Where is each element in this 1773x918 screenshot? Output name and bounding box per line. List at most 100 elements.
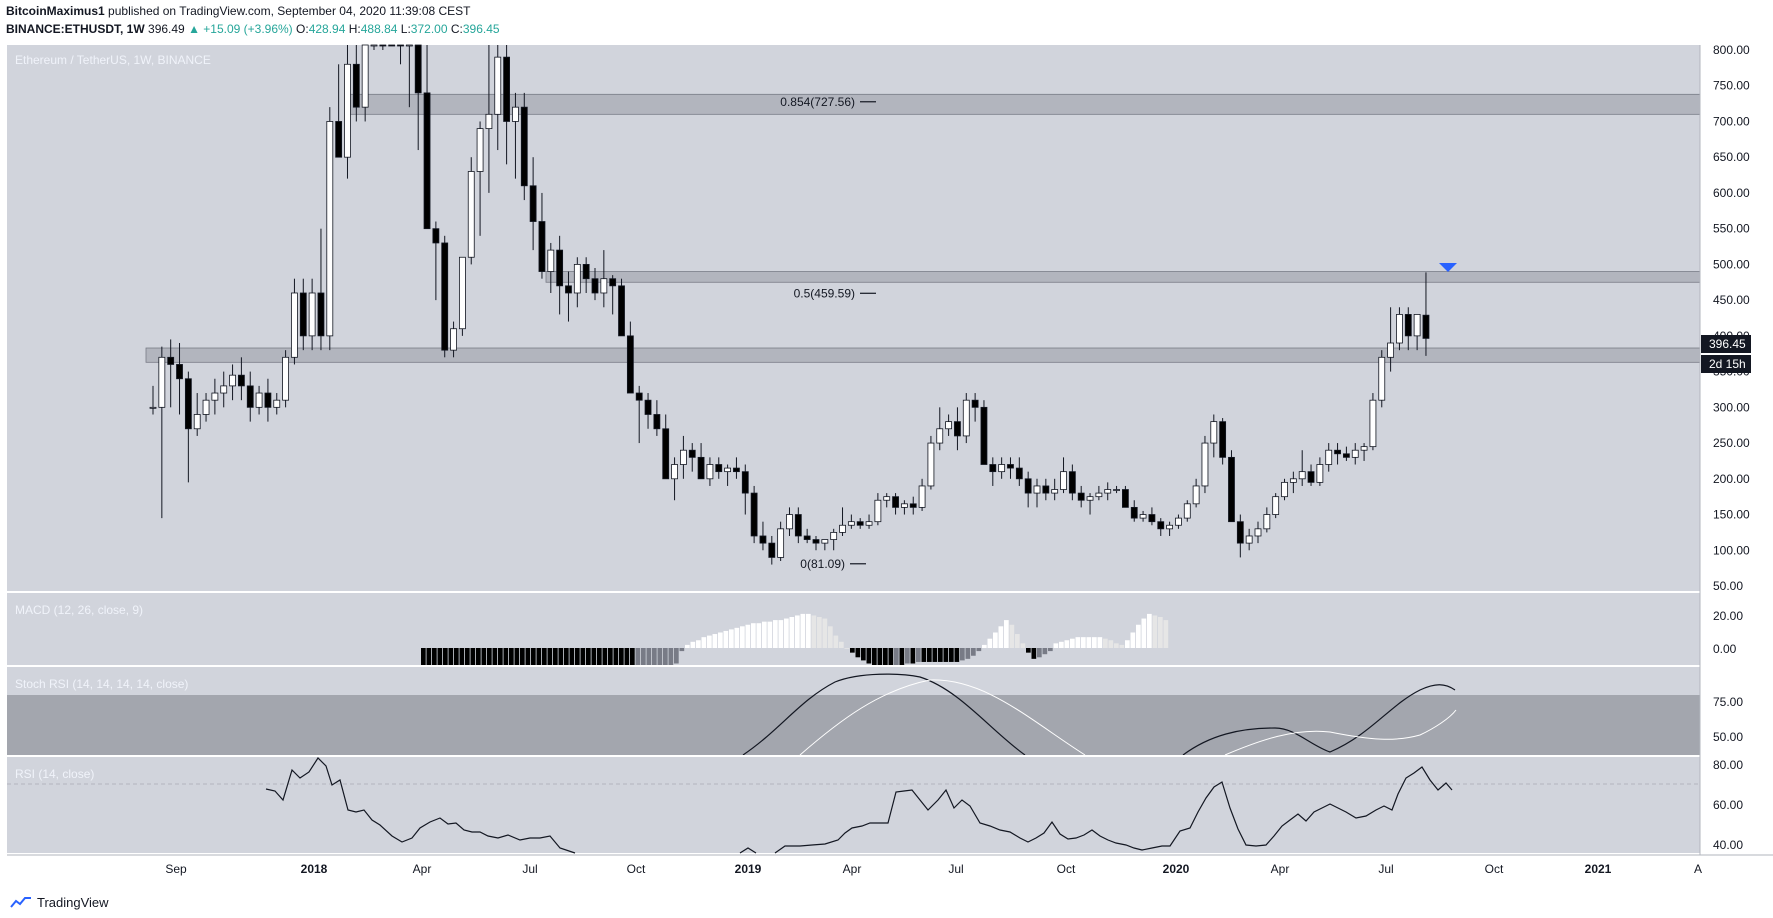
candle-body bbox=[1325, 449, 1333, 465]
candle-body bbox=[458, 256, 466, 330]
author-name[interactable]: BitcoinMaximus1 bbox=[6, 4, 105, 18]
macd-bar bbox=[729, 629, 734, 648]
price-tick: 150.00 bbox=[1713, 508, 1750, 522]
candle-body bbox=[1281, 481, 1288, 498]
macd-bar bbox=[1031, 648, 1037, 659]
candle-body bbox=[1201, 442, 1209, 487]
candle-body bbox=[715, 464, 723, 473]
candle-body bbox=[680, 449, 687, 465]
rsi-tick: 60.00 bbox=[1713, 798, 1743, 812]
macd-bar bbox=[712, 634, 718, 648]
candle-body bbox=[220, 385, 228, 394]
candle-body bbox=[237, 374, 245, 387]
resistance-zone bbox=[145, 347, 1701, 363]
candle-body bbox=[847, 521, 855, 526]
candle-body bbox=[1387, 342, 1394, 358]
candle-body bbox=[503, 56, 511, 122]
candle-body bbox=[450, 328, 457, 351]
macd-bar bbox=[822, 618, 828, 648]
macd-pane-bg bbox=[7, 593, 1700, 665]
time-axis[interactable]: Sep 2018 Apr Jul Oct 2019 Apr Jul Oct 2020 Apr Jul O… bbox=[165, 862, 1702, 876]
time-tick: Oct bbox=[1485, 862, 1504, 876]
macd-bar bbox=[877, 648, 883, 667]
candle-body bbox=[158, 356, 166, 408]
price-value: 396.49 bbox=[148, 22, 185, 36]
candle-body bbox=[1130, 506, 1138, 519]
macd-bar bbox=[734, 627, 740, 648]
close-label: C: bbox=[450, 22, 463, 36]
price-tick: 200.00 bbox=[1713, 472, 1750, 486]
macd-bar bbox=[1103, 638, 1108, 648]
candle-body bbox=[1263, 514, 1271, 530]
macd-bar bbox=[1042, 648, 1048, 655]
candle-body bbox=[706, 464, 714, 480]
candle-body bbox=[352, 63, 360, 108]
candle-body bbox=[556, 249, 564, 287]
macd-bar bbox=[921, 648, 927, 662]
candle-body bbox=[467, 171, 475, 258]
candle-body bbox=[998, 464, 1006, 473]
candle-body bbox=[759, 535, 767, 544]
macd-bar bbox=[1130, 632, 1136, 648]
macd-bar bbox=[916, 648, 921, 662]
rsi-line bbox=[265, 757, 1453, 854]
macd-bar bbox=[976, 648, 982, 652]
fib-level-label: 0.854(727.56) bbox=[780, 95, 855, 109]
time-tick: Apr bbox=[843, 862, 862, 876]
candle-body bbox=[1404, 314, 1412, 337]
macd-bar bbox=[998, 626, 1004, 648]
candle-body bbox=[1343, 453, 1350, 458]
stoch-tick: 50.00 bbox=[1713, 730, 1743, 744]
time-tick: Jul bbox=[1378, 862, 1393, 876]
macd-bar bbox=[767, 621, 773, 648]
candle-body bbox=[821, 539, 829, 544]
candle-body bbox=[644, 399, 652, 415]
candle-body bbox=[786, 514, 793, 530]
macd-bar bbox=[1059, 641, 1064, 648]
stoch-rsi-label: Stoch RSI (14, 14, 14, 14, close) bbox=[15, 677, 188, 691]
candle-body bbox=[1042, 485, 1050, 494]
candle-body bbox=[361, 44, 369, 108]
rsi-label: RSI (14, close) bbox=[15, 767, 94, 781]
macd-tick: 0.00 bbox=[1713, 642, 1737, 656]
time-tick: 2021 bbox=[1585, 862, 1612, 876]
macd-bar bbox=[1009, 624, 1015, 648]
chart-title: Ethereum / TetherUS, 1W, BINANCE bbox=[15, 53, 211, 67]
macd-bar bbox=[740, 626, 745, 648]
resistance-zone bbox=[349, 93, 1701, 115]
price-tick: 600.00 bbox=[1713, 186, 1750, 200]
price-axis[interactable]: 800.00 750.00 700.00 650.00 600.00 550.00 500.… bbox=[1713, 43, 1750, 593]
candle-body bbox=[750, 492, 758, 537]
candle-body bbox=[1351, 449, 1359, 458]
candle-body bbox=[794, 514, 802, 537]
candle-body bbox=[954, 421, 961, 437]
publish-info: published on TradingView.com, September … bbox=[108, 4, 471, 18]
macd-axis[interactable]: 20.00 0.00 bbox=[1713, 609, 1743, 656]
signal-arrow-icon bbox=[1439, 263, 1457, 272]
macd-bar bbox=[751, 623, 756, 648]
brand-name[interactable]: TradingView bbox=[37, 894, 109, 910]
candle-body bbox=[1289, 478, 1297, 483]
macd-bar bbox=[1125, 640, 1130, 648]
rsi-axis[interactable]: 80.00 60.00 40.00 bbox=[1713, 758, 1743, 852]
candle-body bbox=[688, 449, 696, 458]
candle-body bbox=[635, 392, 643, 401]
stoch-d-line bbox=[799, 679, 1457, 756]
change-value: ▲ +15.09 (+3.96%) bbox=[188, 22, 293, 36]
stoch-rsi-axis[interactable]: 75.00 50.00 bbox=[1713, 695, 1743, 744]
candle-body bbox=[326, 121, 334, 337]
candle-body bbox=[529, 185, 537, 222]
candle-body bbox=[379, 44, 387, 47]
macd-bar bbox=[883, 648, 888, 667]
candle-body bbox=[777, 528, 785, 558]
macd-bar bbox=[1015, 634, 1020, 648]
candle-body bbox=[1122, 489, 1129, 508]
price-tick: 800.00 bbox=[1713, 43, 1750, 57]
candle-body bbox=[980, 406, 988, 465]
macd-bar bbox=[943, 648, 949, 662]
macd-bar bbox=[696, 640, 701, 648]
candle-body bbox=[733, 467, 740, 473]
price-tick: 750.00 bbox=[1713, 79, 1750, 93]
candle-body bbox=[317, 292, 325, 337]
